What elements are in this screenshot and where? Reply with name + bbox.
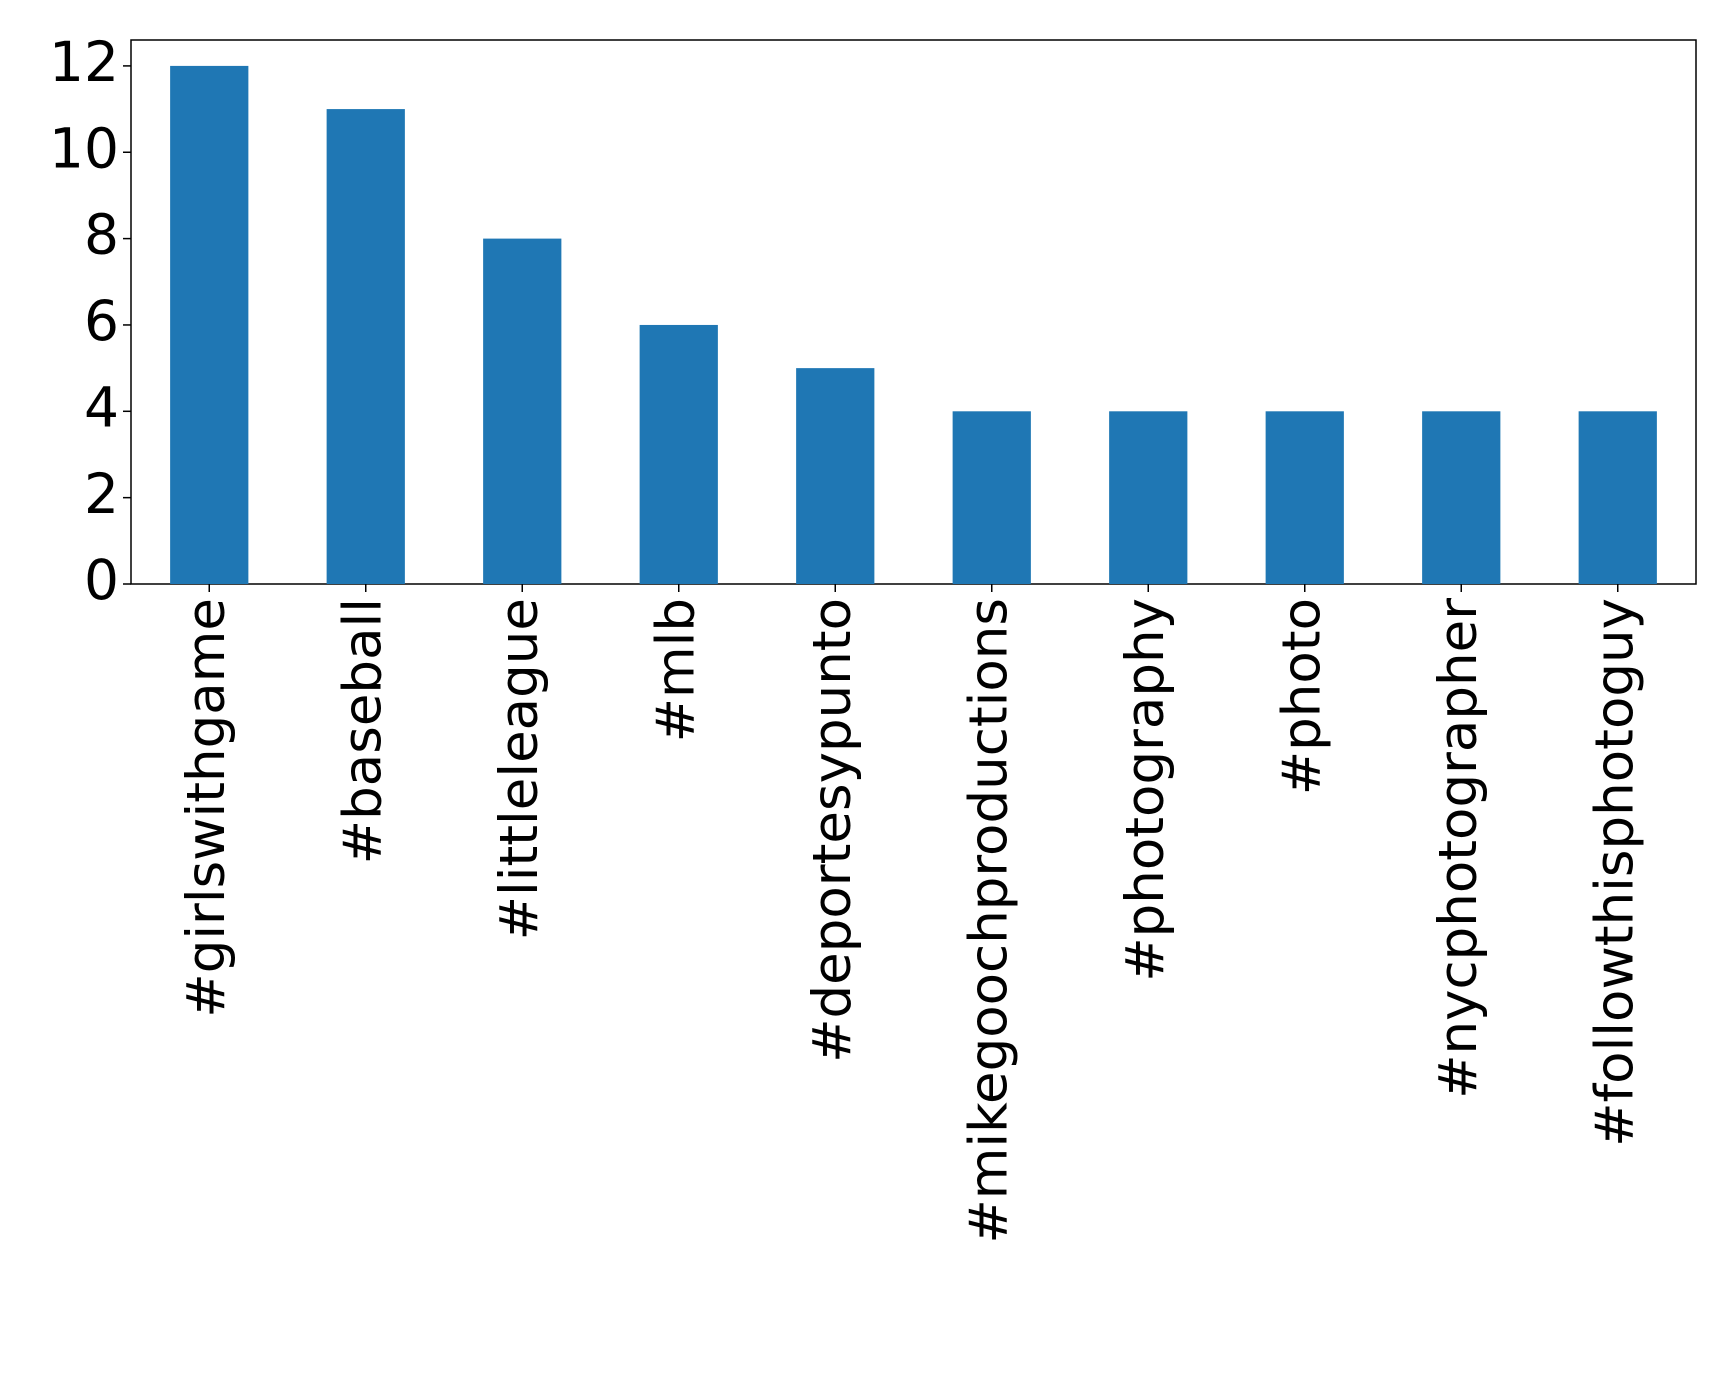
x-tick-label: #deportesypunto (802, 598, 863, 1063)
x-tick-label: #baseball (332, 598, 393, 864)
bar (1265, 411, 1344, 584)
x-tick-label: #mikegoochproductions (958, 598, 1019, 1244)
x-tick-label: #littleleague (489, 598, 550, 940)
bar (1578, 411, 1657, 584)
y-tick-label: 4 (84, 375, 119, 439)
x-tick-label: #followthisphotoguy (1584, 598, 1645, 1147)
bar (952, 411, 1031, 584)
bar (326, 109, 405, 584)
x-tick-label: #photo (1271, 598, 1332, 795)
bar (1109, 411, 1188, 584)
bar (1422, 411, 1501, 584)
x-tick-label: #girlswithgame (176, 598, 237, 1018)
bar (170, 65, 249, 584)
x-tick-label: #mlb (645, 598, 706, 742)
y-tick-label: 2 (84, 462, 119, 526)
plot-frame (130, 39, 1697, 585)
x-tick-label: #nycphotographer (1428, 598, 1489, 1099)
y-tick-label: 12 (49, 30, 119, 94)
y-tick-label: 0 (84, 548, 119, 612)
bar (796, 368, 875, 584)
y-tick-label: 8 (84, 203, 119, 267)
y-tick-label: 10 (49, 116, 119, 180)
y-tick-label: 6 (84, 289, 119, 353)
x-tick-label: #photography (1115, 598, 1176, 982)
bar (639, 324, 718, 584)
bar (483, 238, 562, 584)
